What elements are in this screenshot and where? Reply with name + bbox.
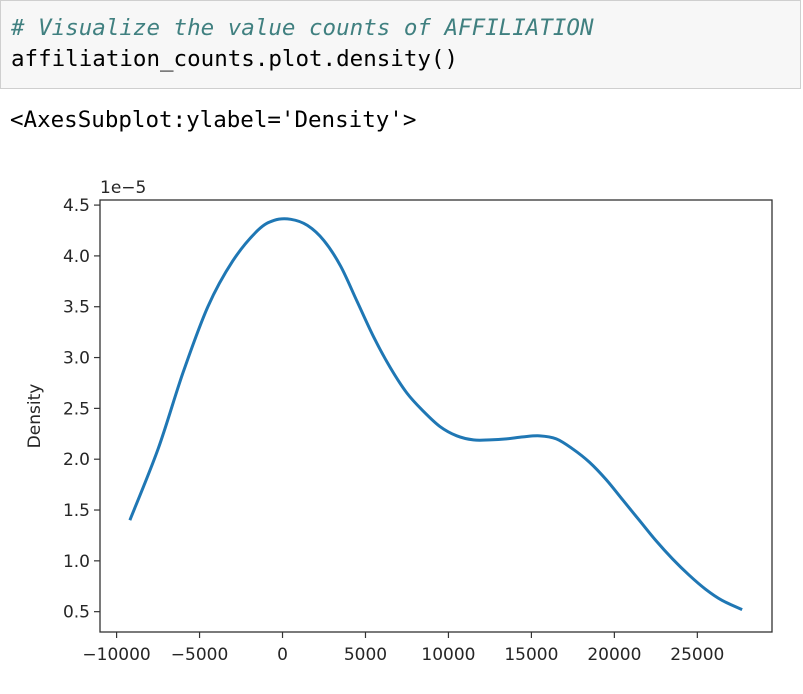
y-tick-label: 2.0 xyxy=(63,450,90,470)
x-tick-label: −10000 xyxy=(82,645,150,665)
density-line xyxy=(128,217,743,612)
y-tick-label: 3.0 xyxy=(63,349,90,369)
x-tick-label: −5000 xyxy=(171,645,229,665)
axes-frame xyxy=(99,199,773,633)
x-tick-label: 15000 xyxy=(504,645,558,665)
output-repr: <AxesSubplot:ylabel='Density'> xyxy=(10,107,417,133)
y-tick-label: 1.0 xyxy=(63,552,90,572)
code-comment: # Visualize the value counts of AFFILIAT… xyxy=(11,15,594,41)
x-tick-label: 25000 xyxy=(670,645,724,665)
x-tick-label: 5000 xyxy=(344,645,387,665)
y-axis-label: Density xyxy=(25,384,45,449)
y-tick-label: 0.5 xyxy=(63,603,90,623)
density-plot: 0.5 1.0 1.5 2.0 2.5 3.0 3.5 4.0 4.5 −10000 −5000 0… xyxy=(25,178,773,665)
y-tick-label: 4.0 xyxy=(63,247,90,267)
y-offset-label: 1e−5 xyxy=(100,178,146,198)
x-tick-label: 10000 xyxy=(421,645,475,665)
y-tick-label: 4.5 xyxy=(63,196,90,216)
y-tick-label: 1.5 xyxy=(63,501,90,521)
code-line: affiliation_counts.plot.density() xyxy=(11,46,459,72)
x-tick-label: 0 xyxy=(277,645,288,665)
code-cell[interactable]: # Visualize the value counts of AFFILIAT… xyxy=(0,0,801,89)
x-tick-label: 20000 xyxy=(587,645,641,665)
y-tick-label: 2.5 xyxy=(63,399,90,419)
y-ticks: 0.5 1.0 1.5 2.0 2.5 3.0 3.5 4.0 4.5 xyxy=(63,196,100,623)
x-ticks: −10000 −5000 0 5000 10000 15000 20000 25000 xyxy=(82,632,724,665)
y-tick-label: 3.5 xyxy=(63,298,90,318)
